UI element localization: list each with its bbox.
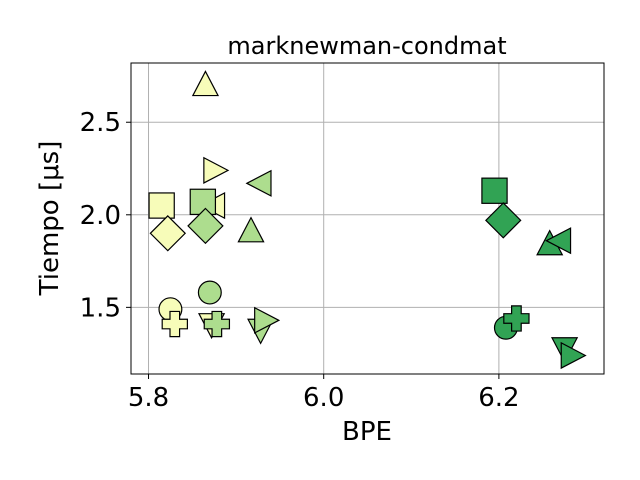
data-point-plus (161, 310, 188, 338)
data-point-diamond (485, 202, 522, 239)
y-axis-label: Tiempo [μs] (35, 141, 65, 297)
chart-title: marknewman-condmat (227, 32, 506, 60)
data-point-diamond (149, 215, 187, 252)
data-point-triangle-right (254, 306, 281, 334)
data-point-square (481, 177, 508, 204)
axis-ticks: 5.8 6.0 6.2 1.5 2.0 2.5 (80, 108, 520, 413)
data-point-triangle-left (545, 227, 572, 255)
data-point-diamond (187, 207, 224, 245)
data-point-triangle-right (560, 341, 587, 370)
x-tick-label: 6.0 (303, 383, 344, 413)
data-point-plus (503, 305, 530, 332)
x-tick-label: 5.8 (128, 383, 169, 413)
data-point-square (148, 192, 175, 219)
y-tick-label: 2.0 (80, 201, 121, 231)
y-tick-label: 1.5 (80, 293, 121, 323)
data-point-triangle-up (237, 216, 265, 243)
data-point-plus (203, 310, 231, 338)
y-tick-label: 2.5 (80, 108, 121, 138)
x-axis-label: BPE (342, 417, 392, 447)
data-point-triangle-up (191, 70, 220, 97)
data-point-triangle-left (245, 169, 272, 197)
data-point-circle (197, 280, 222, 305)
data-point-triangle-right (203, 156, 230, 184)
plot-frame (130, 62, 605, 375)
data-points (148, 70, 587, 370)
data-point-square (189, 188, 217, 216)
x-tick-label: 6.2 (478, 383, 519, 413)
